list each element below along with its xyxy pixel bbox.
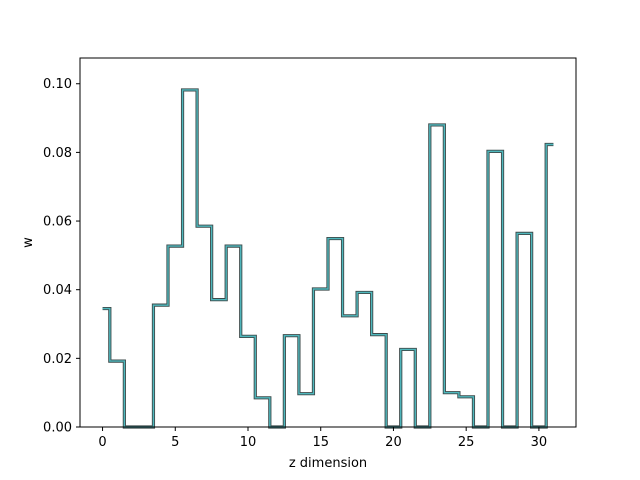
x-tick-label: 15 [312,435,329,450]
y-tick-label: 0.02 [43,352,72,367]
x-axis-label: z dimension [289,456,367,471]
plot-frame [79,57,577,428]
y-axis: 0.00 0.02 0.04 0.06 0.08 0.10 [43,77,80,436]
y-tick-label: 0.00 [43,421,72,436]
y-tick-label: 0.10 [43,77,72,92]
x-axis: 0 5 10 15 20 25 30 [98,427,547,450]
y-axis-label: w [21,237,36,248]
y-tick-label: 0.08 [43,146,72,161]
y-tick-label: 0.06 [43,215,72,230]
y-tick-label: 0.04 [43,283,72,298]
x-tick-label: 20 [385,435,402,450]
x-tick-label: 0 [98,435,106,450]
x-tick-label: 5 [171,435,179,450]
x-tick-label: 10 [240,435,257,450]
x-tick-label: 25 [458,435,475,450]
x-tick-label: 30 [531,435,548,450]
